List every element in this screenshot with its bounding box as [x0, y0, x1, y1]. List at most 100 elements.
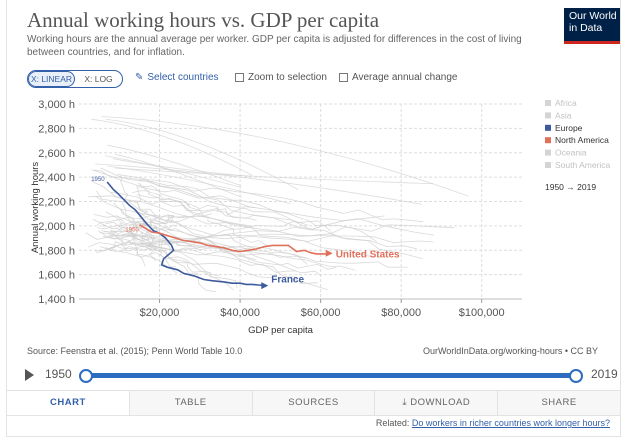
- related-link-row: Related: Do workers in richer countries …: [376, 418, 610, 428]
- series-line-france: [106, 181, 267, 287]
- background-country-line: [121, 234, 408, 268]
- related-prefix: Related:: [375, 418, 410, 428]
- timeline-slider[interactable]: 1950 2019: [21, 366, 619, 386]
- background-country-line: [105, 155, 242, 188]
- background-country-line: [93, 214, 308, 265]
- timeline-end-handle[interactable]: [569, 369, 583, 383]
- timeline-start-year: 1950: [45, 367, 72, 381]
- y-tick-label: 3,000 h: [38, 99, 75, 111]
- background-country-line: [92, 206, 255, 224]
- tab-chart[interactable]: CHART: [7, 391, 129, 415]
- average-change-checkbox[interactable]: Average annual change: [339, 72, 457, 83]
- download-icon: ⤓: [402, 397, 411, 408]
- scatter-chart: 1950 1950 France United States 1,400 h 1,600…: [30, 98, 611, 336]
- background-country-line: [97, 215, 194, 230]
- series-label-united-states: United States: [336, 249, 400, 260]
- y-axis-label: Annual working hours: [30, 162, 41, 254]
- x-tick-label: $100,000: [459, 307, 505, 319]
- series-start-year: 1950: [91, 177, 105, 183]
- background-country-line: [95, 190, 255, 249]
- background-country-line: [93, 169, 213, 217]
- select-countries-button[interactable]: ✎ Select countries: [135, 72, 219, 83]
- zoom-label: Zoom to selection: [248, 72, 327, 83]
- tab-download[interactable]: ⤓ DOWNLOAD: [374, 391, 498, 415]
- log-scale-option[interactable]: X: LOG: [84, 74, 113, 84]
- timeline-start-handle[interactable]: [79, 369, 93, 383]
- legend-label: Africa: [555, 98, 577, 108]
- legend-swatch: [545, 124, 551, 131]
- x-tick-label: $40,000: [220, 307, 260, 319]
- timeline-track[interactable]: [85, 373, 577, 378]
- background-country-line: [132, 211, 418, 250]
- background-country-line: [117, 174, 423, 260]
- legend-label: South America: [555, 160, 611, 170]
- axis-scale-toggle[interactable]: X: LINEAR X: LOG: [27, 70, 123, 88]
- logo-line-1: Our World: [569, 10, 617, 22]
- x-axis-ticks: $20,000 $40,000 $60,000 $80,000 $100,000: [140, 299, 505, 319]
- owid-logo[interactable]: Our World in Data: [564, 8, 620, 44]
- legend-swatch: [545, 112, 551, 119]
- average-change-label: Average annual change: [352, 72, 458, 83]
- background-country-line: [95, 215, 385, 254]
- background-country-line: [95, 163, 422, 205]
- legend-label: Asia: [555, 110, 572, 120]
- page-title: Annual working hours vs. GDP per capita: [27, 8, 380, 32]
- y-tick-label: 1,600 h: [38, 270, 75, 282]
- series-end-arrow: [261, 282, 269, 290]
- x-axis-label: GDP per capita: [248, 325, 313, 336]
- play-icon[interactable]: [25, 369, 34, 381]
- y-tick-label: 1,400 h: [38, 294, 75, 306]
- background-country-line: [105, 221, 238, 289]
- chart-subtitle: Working hours are the annual average per…: [27, 34, 522, 58]
- legend-swatch: [545, 100, 551, 106]
- y-tick-label: 1,800 h: [38, 245, 75, 257]
- legend-swatch: [545, 162, 551, 168]
- timeline-end-year: 2019: [591, 367, 618, 381]
- tab-download-label: DOWNLOAD: [410, 397, 471, 408]
- background-country-line: [120, 175, 146, 267]
- background-country-line: [105, 118, 299, 190]
- y-tick-label: 2,000 h: [38, 221, 75, 233]
- pencil-icon: ✎: [135, 72, 144, 83]
- legend-label: Europe: [555, 123, 583, 133]
- background-country-line: [100, 167, 332, 232]
- background-country-line: [88, 195, 374, 258]
- background-country-line: [101, 229, 146, 239]
- checkbox-icon: [235, 73, 244, 82]
- background-country-line: [101, 116, 469, 197]
- linear-scale-option[interactable]: X: LINEAR: [28, 71, 75, 87]
- background-country-line: [107, 165, 291, 205]
- zoom-checkbox[interactable]: Zoom to selection: [235, 72, 327, 83]
- y-tick-label: 2,200 h: [38, 197, 75, 209]
- background-country-line: [91, 169, 424, 223]
- source-link[interactable]: OurWorldInData.org/working-hours • CC BY: [422, 346, 598, 356]
- time-legend-label: 1950 → 2019: [545, 182, 596, 192]
- select-countries-label: Select countries: [147, 72, 219, 83]
- x-tick-label: $20,000: [140, 307, 180, 319]
- related-article-link[interactable]: Do workers in richer countries work long…: [411, 418, 610, 428]
- tab-share[interactable]: SHARE: [497, 391, 620, 415]
- background-country-line: [132, 190, 257, 221]
- highlighted-series: 1950 1950 France United States: [91, 177, 400, 290]
- background-country-line: [113, 158, 251, 177]
- y-tick-label: 2,400 h: [38, 172, 75, 184]
- background-country-line: [100, 246, 318, 285]
- background-country-line: [131, 224, 178, 233]
- background-country-line: [105, 226, 158, 251]
- time-legend: 1950 → 2019: [545, 182, 596, 192]
- source-note: Source: Feenstra et al. (2015); Penn Wor…: [27, 346, 243, 356]
- background-country-line: [107, 144, 242, 187]
- chart-frame: Annual working hours vs. GDP per capita …: [6, 0, 621, 437]
- chart-legend: Africa Asia Europe North America Oceania Sout…: [545, 98, 611, 170]
- background-country-line: [141, 243, 337, 270]
- tab-table[interactable]: TABLE: [128, 391, 252, 415]
- background-country-line: [137, 186, 435, 236]
- logo-line-2: in Data: [569, 21, 603, 34]
- background-country-line: [113, 202, 178, 274]
- y-tick-label: 2,600 h: [38, 148, 75, 160]
- background-country-line: [134, 224, 455, 246]
- checkbox-icon: [339, 73, 348, 82]
- legend-label: North America: [555, 135, 609, 145]
- background-country-line: [103, 230, 220, 277]
- tab-sources[interactable]: SOURCES: [251, 391, 375, 415]
